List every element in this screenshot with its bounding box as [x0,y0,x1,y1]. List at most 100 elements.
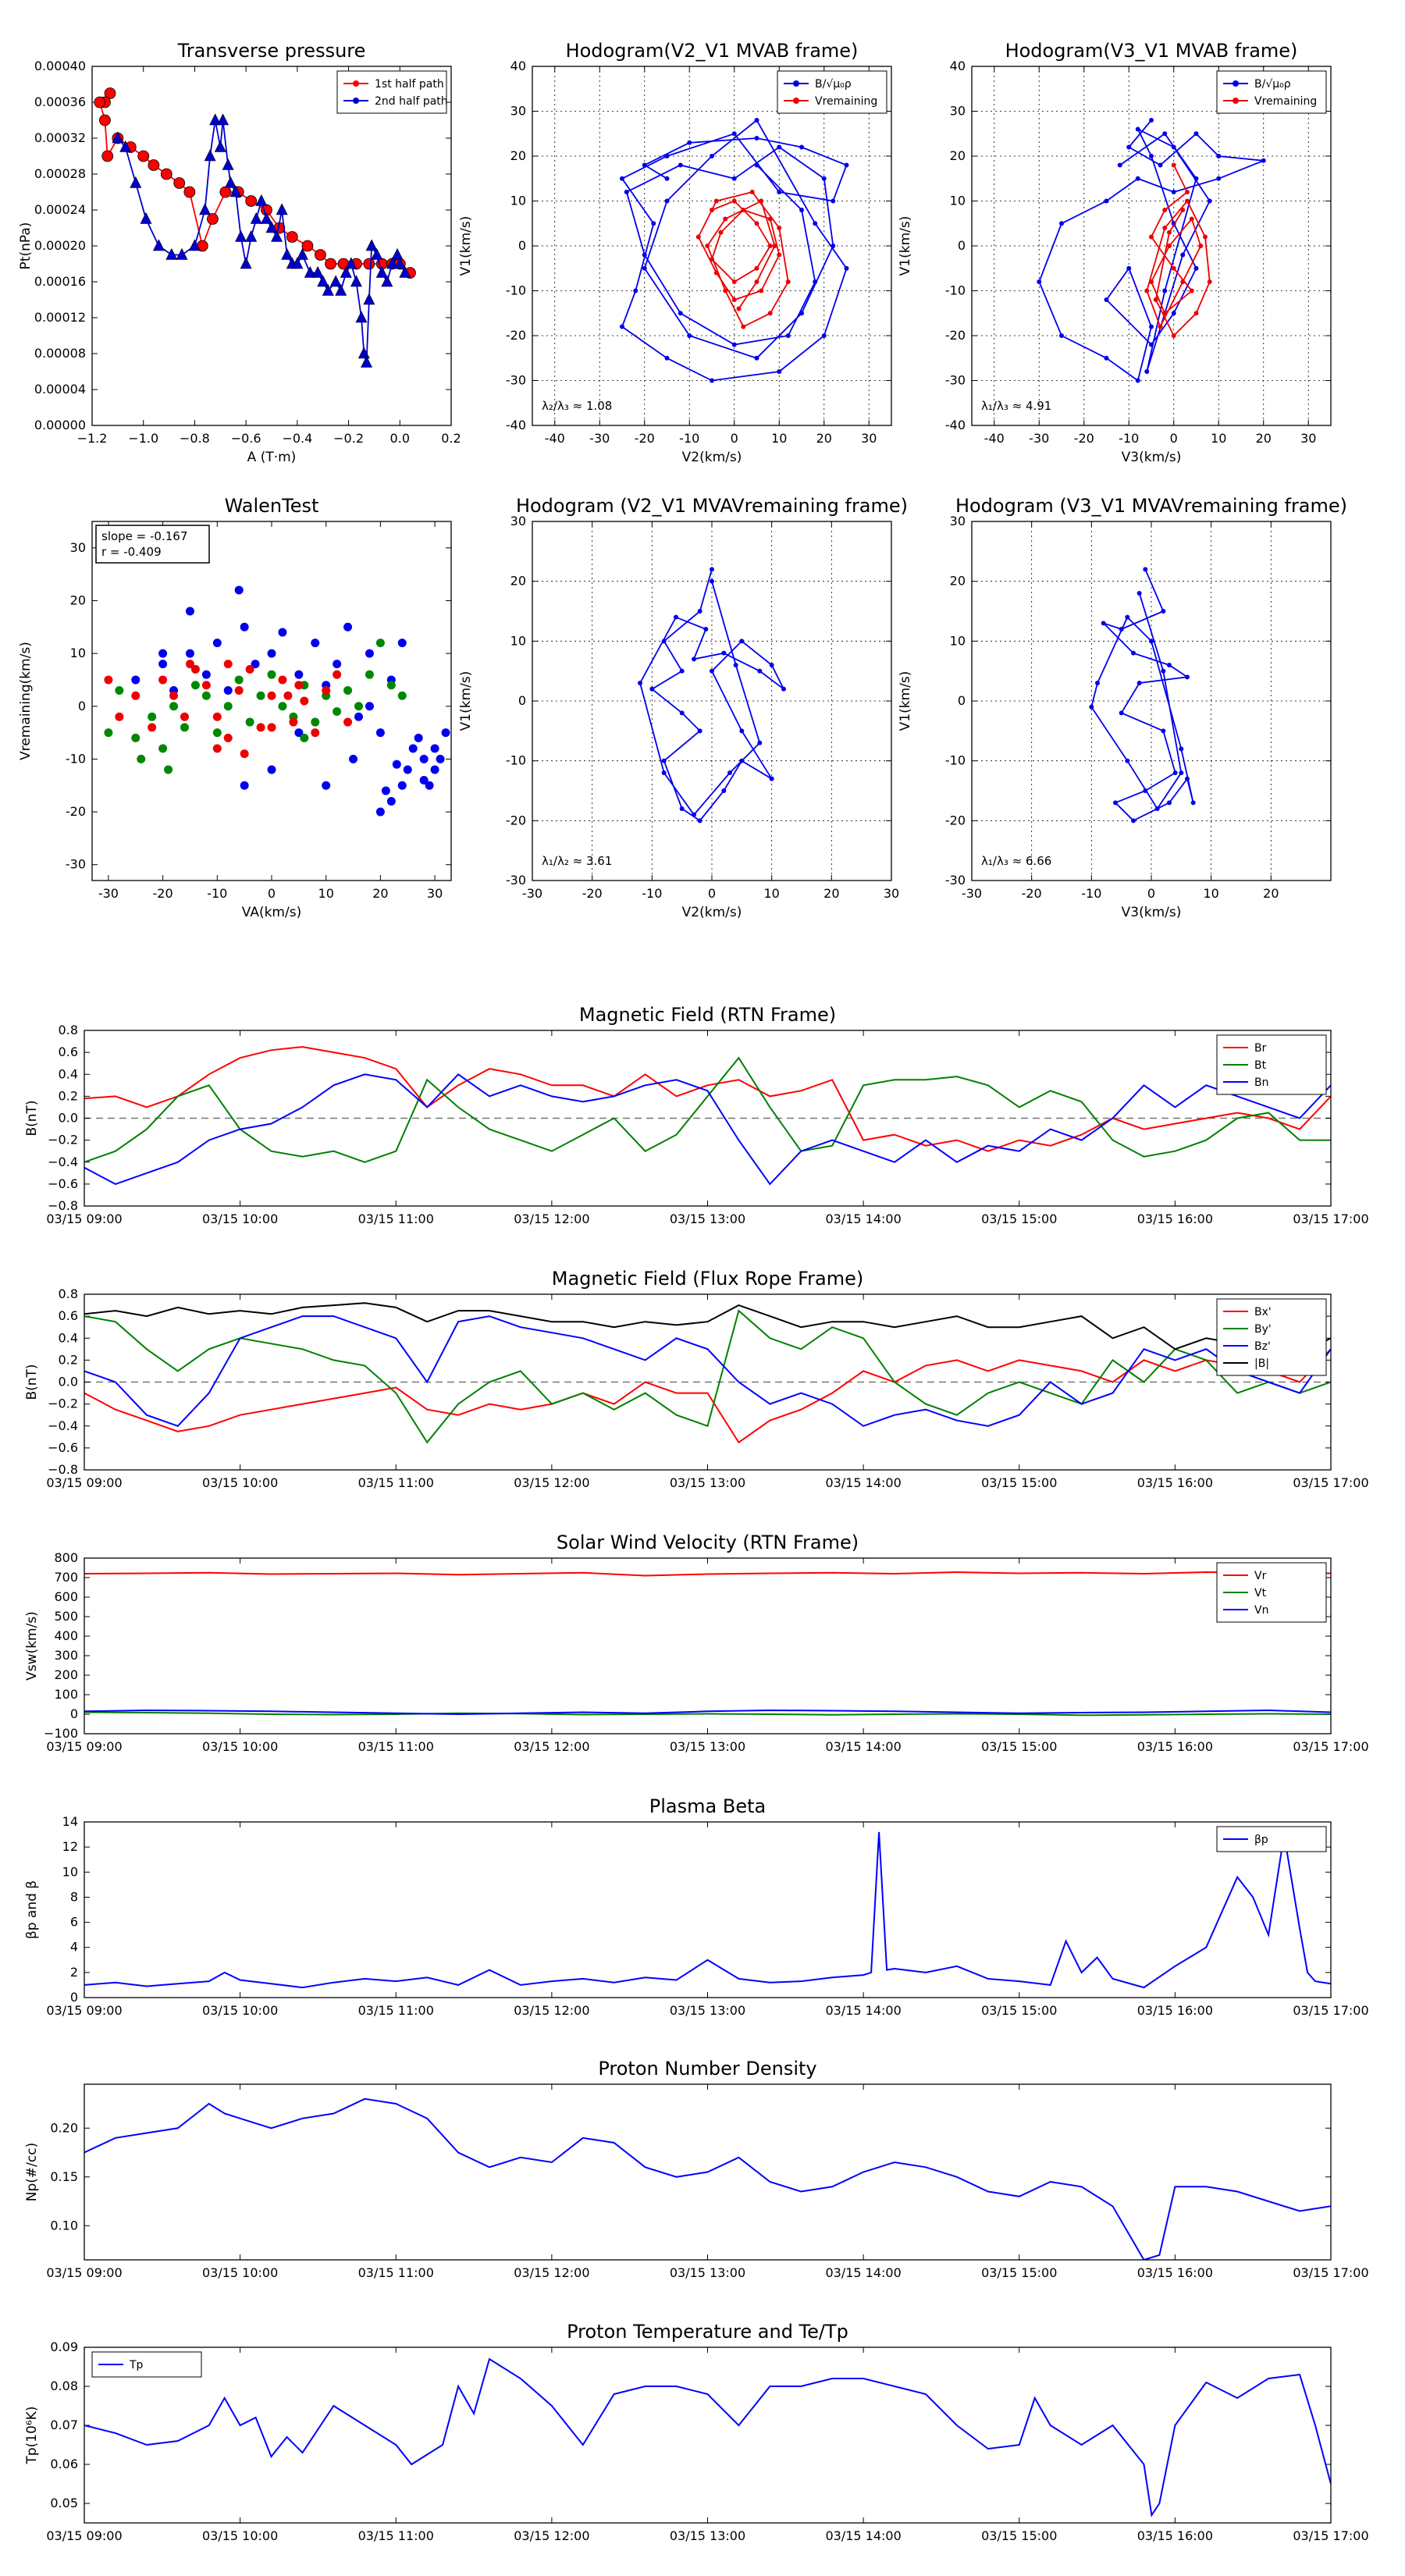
legend-label: Bz' [1254,1340,1271,1353]
data-point [723,288,728,294]
data-point [1198,244,1204,248]
series-line [1090,568,1194,822]
y-tick-label: 0.00032 [34,130,86,145]
data-point [1203,234,1208,240]
series-line [84,1046,1331,1152]
y-tick-label: 30 [950,104,966,119]
chart-title: Magnetic Field (RTN Frame) [579,1004,836,1026]
chart-hodogram-v3-mvab: Hodogram(V3_V1 MVAB frame) -40 -30 -20 -10 0 1… [898,40,1332,465]
series-2ndhalfpath [112,113,411,368]
x-tick-label: 03/15 09:00 [46,1739,122,1754]
x-tick-label: 03/15 17:00 [1293,1739,1368,1754]
data-point [710,668,714,674]
data-point [1149,234,1154,240]
data-point [240,781,249,790]
x-tick-label: 20 [823,886,839,901]
y-tick-label: 10 [62,1864,78,1879]
x-tick-label: 10 [1211,431,1226,446]
data-point [317,275,329,287]
data-point [271,229,283,242]
y-tick-label: 20 [70,592,86,607]
x-tick-label: 03/15 12:00 [514,2003,589,2018]
legend-box [1216,70,1327,114]
data-point [265,221,278,233]
data-point [365,702,374,711]
y-axis-label: V1(km/s) [898,671,913,731]
plot-frame [84,2347,1332,2524]
data-point [160,168,173,180]
data-point [799,144,804,150]
data-point [245,664,254,674]
data-point [152,239,165,251]
data-point [703,627,709,632]
data-point [115,685,124,695]
y-tick-label: 0 [78,699,86,713]
x-tick-label: -30 [98,886,119,901]
data-point [1171,265,1176,271]
x-tick-label: 03/15 13:00 [670,2528,745,2543]
data-point [185,607,194,616]
data-point [223,702,233,711]
data-point [176,247,188,260]
data-point [1135,176,1140,181]
data-point [350,275,362,287]
data-point [739,758,745,763]
data-point [731,342,737,347]
data-point [1167,244,1172,248]
data-point [678,311,683,316]
x-axis-label: VA(km/s) [242,905,301,920]
chart-proton-number-density: Proton Number Density 03/15 09:00 03/15 10… [24,2058,1369,2280]
y-tick-label: 20 [510,574,526,589]
chart-title: WalenTest [225,495,319,517]
x-tick-label: 03/15 16:00 [1137,1212,1213,1226]
data-point [169,691,179,700]
series-line [1038,119,1264,382]
data-point [777,252,782,258]
data-point [131,691,140,700]
x-tick-label: 03/15 14:00 [825,1739,901,1754]
x-tick-label: 03/15 11:00 [358,1739,434,1754]
y-tick-label: 0.0 [59,1375,78,1389]
y-tick-label: −0.6 [48,1440,78,1455]
x-tick-label: 03/15 16:00 [1137,1475,1213,1490]
legend: βp [1216,1826,1327,1852]
series-vremaining [1144,162,1212,338]
data-point [365,649,374,658]
x-tick-label: -20 [635,431,655,446]
data-point [661,639,667,644]
data-point [1135,126,1140,132]
legend-label: By' [1254,1323,1272,1336]
data-point [1161,728,1166,734]
data-point [1216,154,1222,158]
data-point [777,190,782,194]
data-point [419,754,429,763]
y-tick-label: 10 [70,646,86,660]
data-point [664,355,670,361]
data-point [375,265,388,278]
chart-title: Plasma Beta [649,1795,766,1817]
data-point [710,578,714,584]
plot-frame [532,66,892,426]
data-point [183,186,196,198]
x-tick-label: 03/15 15:00 [981,2003,1057,2018]
y-axis-label: Vsw(km/s) [24,1611,40,1681]
data-point [386,681,396,690]
y-tick-label: 0.08 [50,2379,78,2393]
data-point [267,670,276,679]
data-point [212,744,222,753]
legend-label: Tp [129,2359,144,2371]
data-point [697,728,702,734]
data-point [148,159,160,171]
chart-magnetic-field-flux-rope: Magnetic Field (Flux Rope Frame) 03/15 09… [24,1268,1369,1490]
y-tick-label: 0.07 [50,2418,78,2432]
legend: Br Bt Bn [1216,1034,1327,1095]
series-line [117,119,406,363]
data-point [1104,198,1109,204]
y-tick-label: 0.6 [59,1308,78,1323]
legend: B/√μ₀ρ Vremaining [777,70,887,114]
data-point [250,212,262,224]
x-tick-label: −0.4 [282,431,312,446]
series-line [84,1711,1331,1717]
data-point [164,765,173,774]
